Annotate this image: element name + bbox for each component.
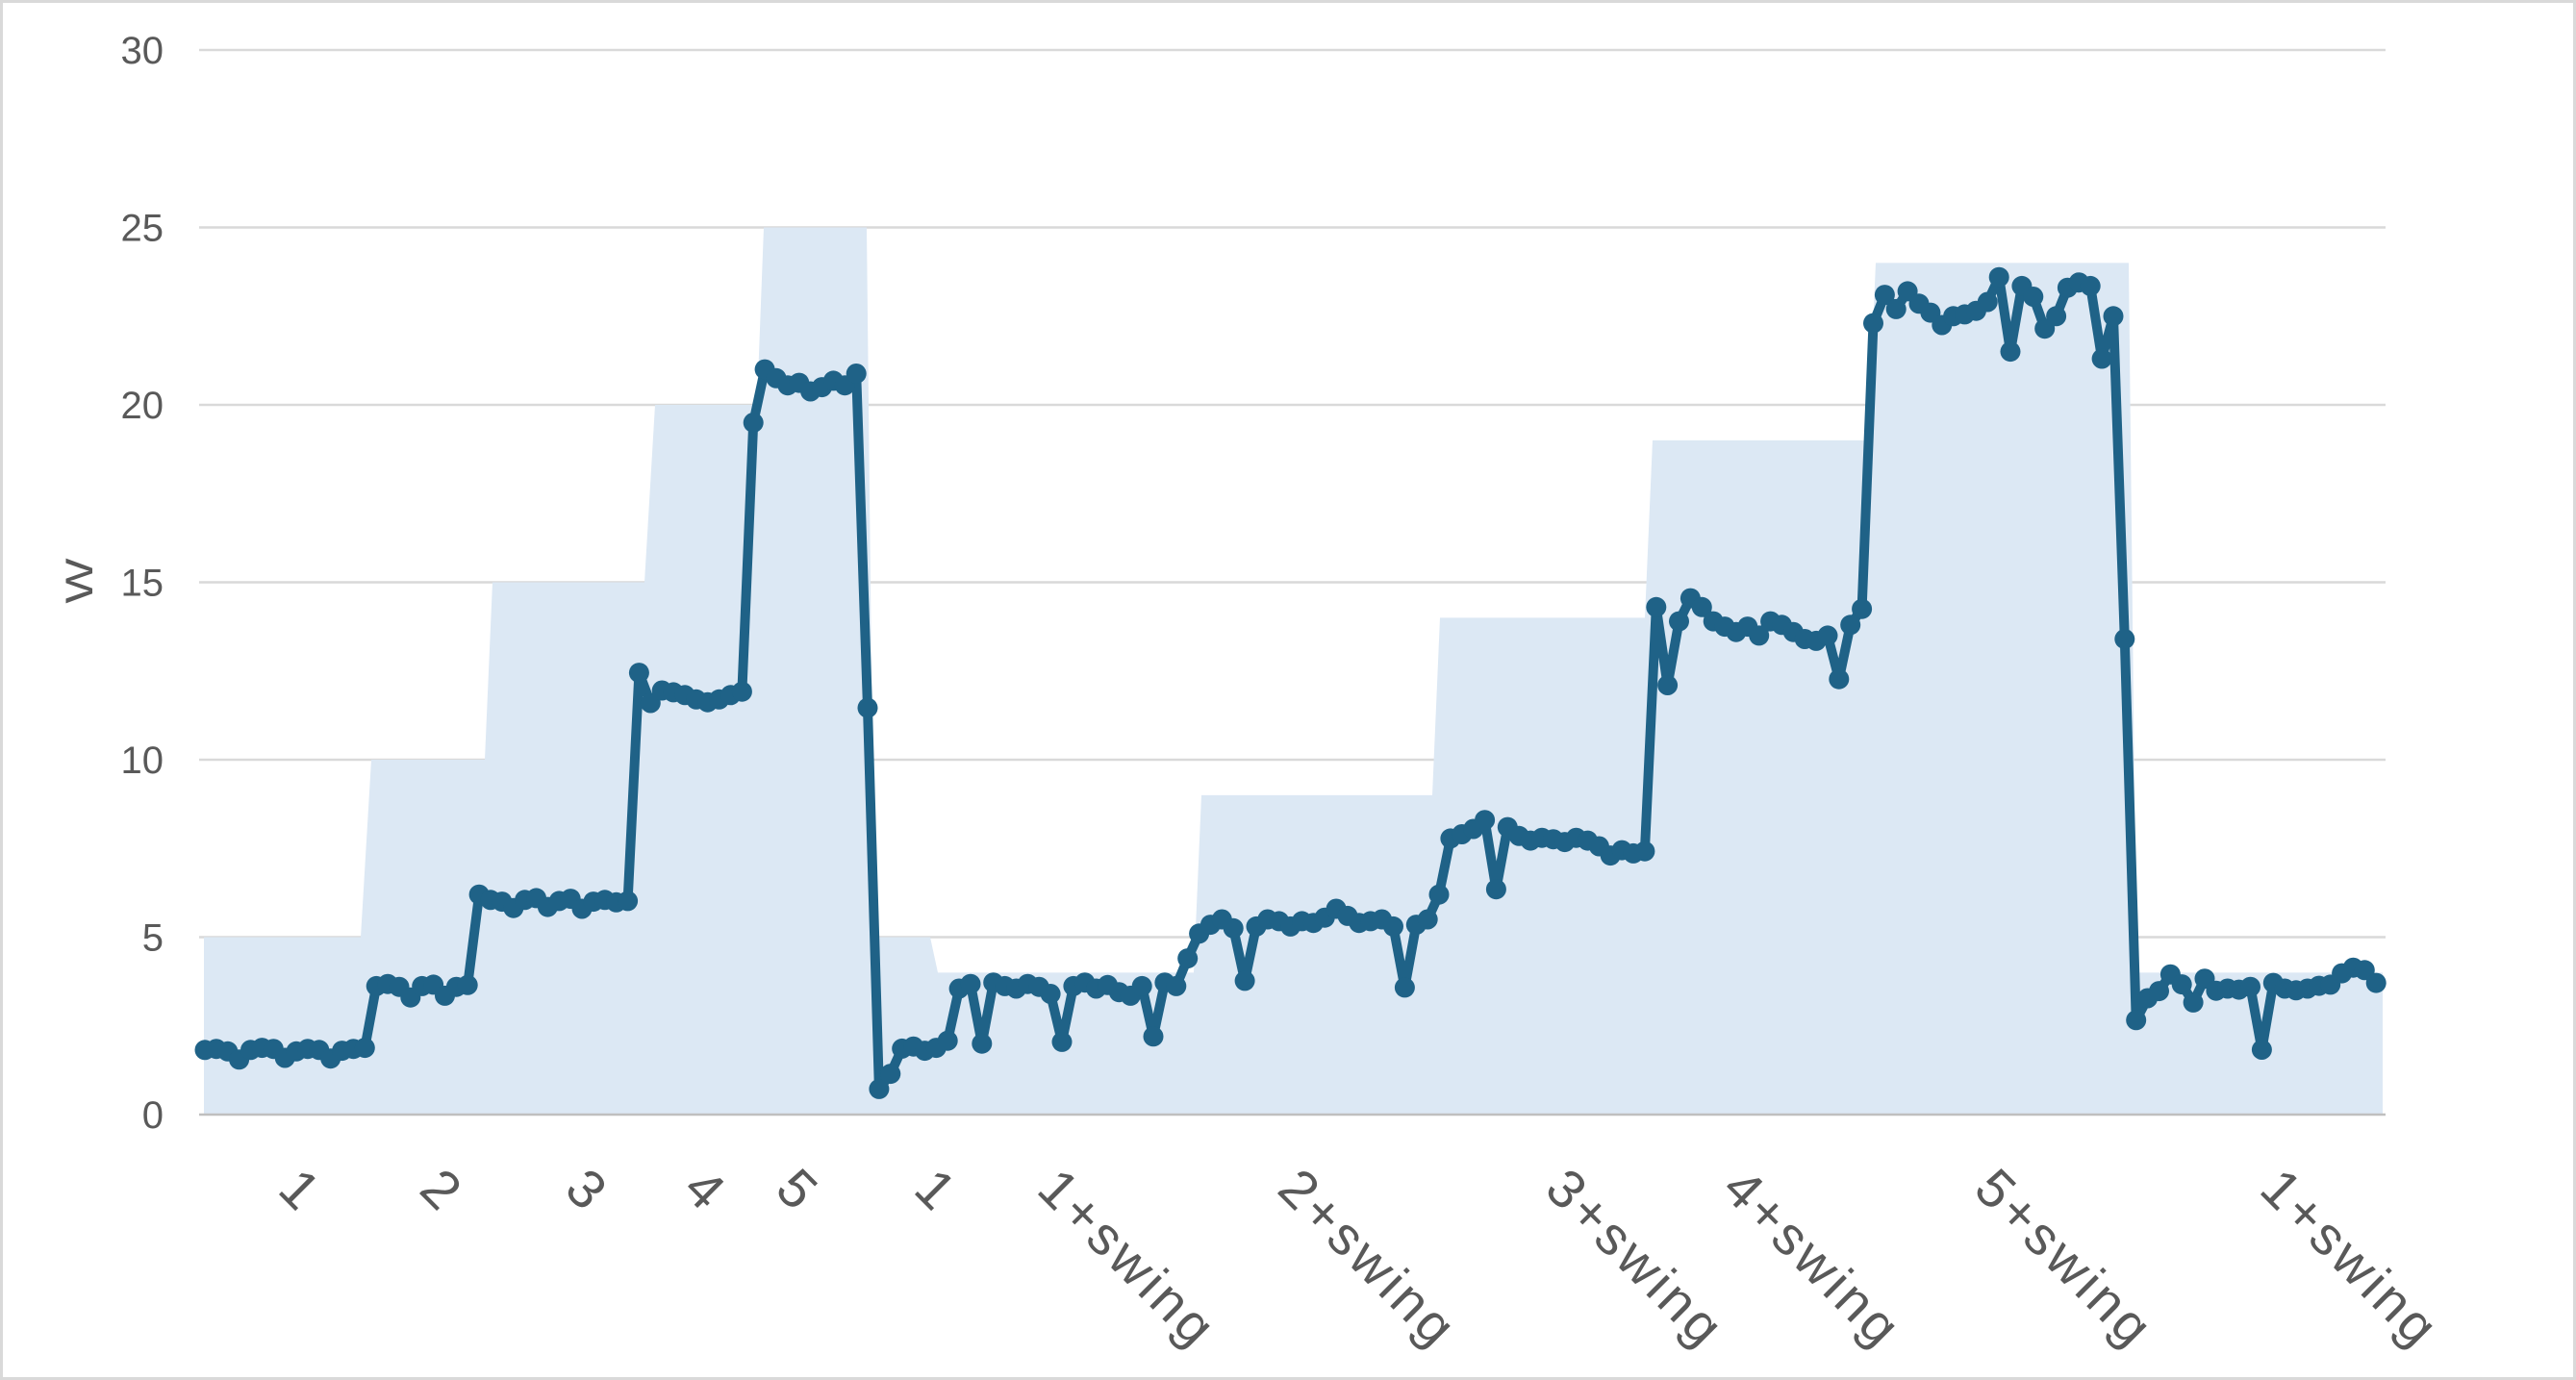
svg-text:2+swing: 2+swing [1268,1157,1471,1360]
svg-text:5+swing: 5+swing [1964,1157,2167,1360]
svg-text:30: 30 [121,30,164,72]
svg-text:1+swing: 1+swing [1027,1157,1230,1360]
svg-text:5: 5 [142,917,164,960]
svg-text:0: 0 [142,1094,164,1137]
svg-text:15: 15 [121,563,164,605]
svg-text:1+swing: 1+swing [2250,1157,2453,1360]
svg-text:4: 4 [673,1157,740,1223]
svg-text:3+swing: 3+swing [1535,1157,1738,1360]
svg-text:3: 3 [555,1157,621,1223]
svg-text:1: 1 [268,1157,335,1223]
svg-text:W: W [58,558,101,603]
svg-text:5: 5 [766,1157,832,1223]
svg-text:1: 1 [904,1157,971,1223]
svg-text:4+swing: 4+swing [1712,1157,1915,1360]
svg-text:20: 20 [121,385,164,427]
svg-text:10: 10 [121,740,164,782]
svg-text:2: 2 [410,1157,476,1223]
svg-text:25: 25 [121,208,164,250]
